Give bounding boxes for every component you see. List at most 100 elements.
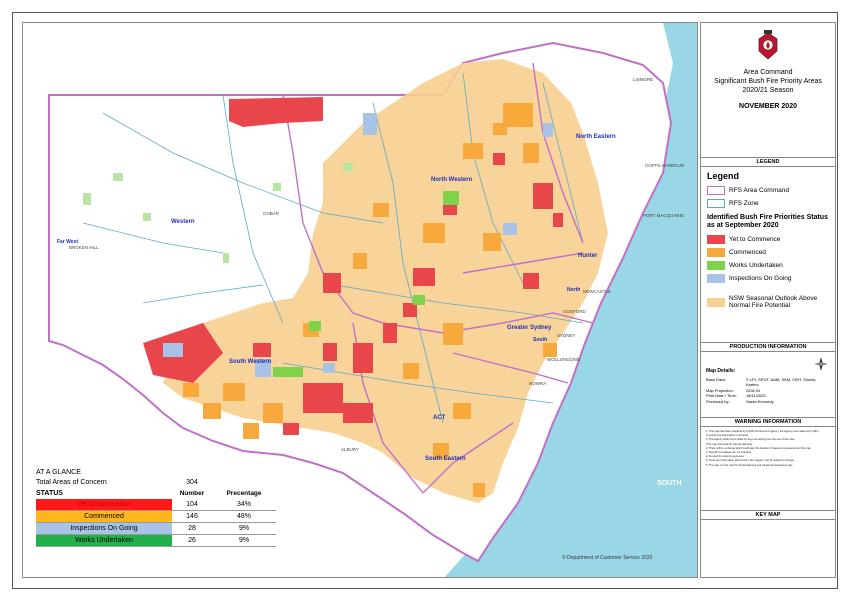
warning-header: WARNING INFORMATION: [701, 418, 835, 427]
rfs-zone-lines: [82, 72, 584, 424]
legend-label-priority: Yet to Commence: [729, 236, 781, 243]
legend-row-area-command: RFS Area Command: [707, 184, 829, 197]
overlay-label-south: South: [533, 337, 547, 343]
legend-label-zone: RFS Zone: [729, 200, 759, 207]
legend-priorities-title: Identified Bush Fire Priorities Status a…: [707, 214, 828, 229]
production-value: 18/11/2020: [746, 393, 766, 398]
legend-row-priority: Yet to Commence: [707, 233, 829, 246]
region-label-north-eastern: North Eastern: [576, 134, 616, 140]
production-value: © LPI, SPOT, AAM, SKM, OEH, Sinmis, Kart…: [745, 376, 817, 388]
production-value: Sarah Kennedy: [746, 398, 774, 404]
legend-label-outlook: NSW Seasonal Outlook Above Normal Fire P…: [729, 294, 818, 310]
glance-status-label: Works Undertaken: [36, 535, 172, 546]
legend-label-priority: Inspections On Going: [729, 275, 792, 282]
production-key: Produced by:: [706, 398, 730, 404]
glance-status-header: STATUS: [36, 490, 63, 497]
glance-status-percent: 9%: [238, 525, 250, 532]
works-undertaken-areas: [273, 191, 459, 377]
place-label-wollongong: WOLLONGONG: [547, 357, 581, 362]
title-line-2: Significant Bush Fire Priority Areas: [714, 78, 822, 85]
warning-line: 4. Specific boundaries are not intended: [706, 451, 751, 455]
region-label-south-eastern: South Eastern: [425, 456, 466, 462]
warning-line: 6. The map is to be used for broad plann…: [706, 463, 793, 467]
commenced-areas: [183, 103, 557, 497]
production-panel: Map Details: Base Data: © LPI, SPOT, AAM,…: [701, 352, 835, 418]
title-line-3: 2020/21 Season: [742, 87, 794, 94]
legend-row-priority: Inspections On Going: [707, 272, 829, 285]
glance-status-row: Yet to commence 104 34%: [36, 499, 276, 511]
side-panel: Area Command Significant Bush Fire Prior…: [700, 22, 836, 578]
region-label-south-western: South Western: [229, 359, 272, 365]
place-label-coffs-harbour: COFFS HARBOUR: [645, 163, 685, 168]
place-label-cobar: COBAR: [263, 211, 280, 216]
place-label-nowra: NOWRA: [529, 381, 546, 386]
legend-swatch-zone: [707, 199, 725, 208]
legend-row-priority: Commenced: [707, 246, 829, 259]
warning-line: 1. This map has been prepared by a NSW G…: [706, 430, 819, 433]
warning-line: to ensure the information is accurate.: [706, 434, 749, 438]
map-frame: [12, 12, 838, 589]
glance-total-value: 304: [186, 479, 198, 486]
yet-to-commence-areas: [143, 97, 563, 435]
region-label-western: Western: [171, 219, 195, 225]
warning-line: 3. There will be a change which could al…: [706, 446, 812, 450]
production-value: GDA 94: [746, 387, 761, 393]
legend-header: LEGEND: [701, 158, 835, 167]
production-row: Print Date / Time: 18/11/2020: [706, 393, 830, 399]
legend-row-priority: Works Undertaken: [707, 259, 829, 272]
warning-line: 2. The Agency shall not be liable for an…: [706, 438, 795, 442]
overlay-label-north: North: [567, 287, 580, 293]
glance-status-number: 26: [188, 537, 196, 544]
legend-label-area-command: RFS Area Command: [729, 187, 789, 194]
glance-status-row: Inspections On Going 28 9%: [36, 523, 276, 535]
glance-status-number: 104: [186, 501, 198, 508]
production-row: Map Projection: GDA 94: [706, 388, 830, 394]
park-areas: [83, 163, 353, 263]
keymap-panel: [701, 520, 835, 564]
title-line-1: Area Command: [743, 69, 793, 76]
glance-number-header: Number: [179, 490, 205, 497]
place-label-gosford: GOSFORD: [563, 309, 587, 314]
ocean: [444, 23, 697, 577]
overlay-label-far-west: Far West: [57, 239, 78, 245]
keymap-header: KEY MAP: [701, 511, 835, 520]
warning-panel: 1. This map has been prepared by a NSW G…: [701, 427, 835, 511]
glance-title: AT A GLANCE: [36, 469, 81, 476]
region-label-hunter: Hunter: [578, 253, 598, 259]
glance-status-row: Works Undertaken 26 9%: [36, 535, 276, 547]
glance-status-number: 146: [186, 513, 198, 520]
legend-panel: Legend RFS Area Command RFS Zone Identif…: [701, 167, 835, 343]
production-key: Base Data:: [706, 376, 726, 382]
legend-swatch-area-command: [707, 186, 725, 195]
place-label-newcastle: NEWCASTLE: [583, 289, 611, 294]
title-month: NOVEMBER 2020: [739, 103, 797, 110]
glance-status-label: Yet to commence: [36, 499, 172, 510]
legend-swatch-priority: [707, 274, 725, 283]
place-label-south: SOUTH: [657, 480, 682, 487]
region-label-greater-sydney: Greater Sydney: [507, 325, 552, 331]
nsw-map: North Western North Eastern Western Hunt…: [48, 23, 697, 577]
glance-status-percent: 48%: [236, 513, 251, 520]
production-key: Print Date / Time:: [706, 393, 737, 398]
glance-status-row: Commenced 146 48%: [36, 511, 276, 523]
place-label-albury: ALBURY: [341, 447, 359, 452]
place-label-lismore: LISMORE: [633, 77, 653, 82]
legend-title: Legend: [707, 171, 740, 181]
production-row: Produced by: Sarah Kennedy: [706, 399, 830, 405]
rfs-crest-icon: [758, 30, 778, 60]
legend-swatch-priority: [707, 261, 725, 270]
legend-swatch-priority: [707, 248, 725, 257]
copyright-text: © Department of Customer Service 2020: [562, 555, 653, 561]
place-label-sydney: SYDNEY: [557, 333, 576, 338]
production-key: Map Projection:: [706, 387, 734, 393]
map-details-label: Map Details:: [706, 368, 736, 374]
production-header: PRODUCTION INFORMATION: [701, 343, 835, 352]
glance-status-label: Commenced: [36, 511, 172, 522]
glance-status-percent: 9%: [238, 537, 250, 544]
warning-line: to be used for planning purposes.: [706, 455, 745, 459]
warning-line: This map was used for internal planning.: [706, 442, 753, 446]
legend-swatch-priority: [707, 235, 725, 244]
legend-label-priority: Works Undertaken: [729, 262, 783, 269]
region-label-north-western: North Western: [431, 177, 473, 183]
glance-status-number: 28: [188, 525, 196, 532]
